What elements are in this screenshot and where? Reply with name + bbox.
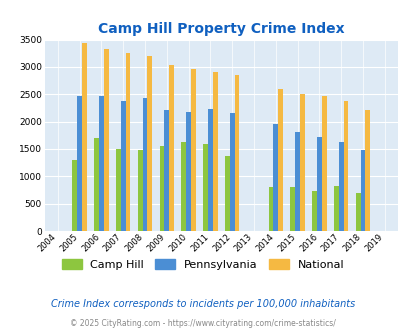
Bar (120, 101, 125, 231)
Bar (82, 44, 87, 231)
Bar (77, 96, 82, 231)
Legend: Camp Hill, Pennsylvania, National: Camp Hill, Pennsylvania, National (62, 259, 343, 270)
Bar (333, 186, 338, 231)
Bar (104, 49, 108, 231)
Bar (294, 132, 299, 231)
Bar (321, 96, 326, 231)
Bar (224, 155, 229, 231)
Bar (186, 112, 190, 231)
Bar (316, 137, 321, 231)
Bar (142, 98, 147, 231)
Bar (277, 89, 282, 231)
Bar (273, 124, 277, 231)
Title: Camp Hill Property Crime Index: Camp Hill Property Crime Index (98, 22, 344, 36)
Bar (311, 191, 316, 231)
Bar (229, 113, 234, 231)
Bar (147, 56, 152, 231)
Bar (125, 53, 130, 231)
Bar (338, 142, 343, 231)
Bar (364, 110, 369, 231)
Bar (268, 187, 273, 231)
Bar (94, 138, 99, 231)
Bar (290, 187, 294, 231)
Bar (190, 69, 195, 231)
Bar (137, 149, 142, 231)
Bar (299, 94, 304, 231)
Bar (159, 146, 164, 231)
Bar (343, 101, 347, 231)
Bar (234, 75, 239, 231)
Bar (99, 96, 104, 231)
Bar (212, 72, 217, 231)
Text: © 2025 CityRating.com - https://www.cityrating.com/crime-statistics/: © 2025 CityRating.com - https://www.city… (70, 319, 335, 328)
Bar (355, 193, 360, 231)
Bar (116, 149, 120, 231)
Text: Crime Index corresponds to incidents per 100,000 inhabitants: Crime Index corresponds to incidents per… (51, 299, 354, 309)
Bar (181, 142, 186, 231)
Bar (164, 110, 169, 231)
Bar (202, 144, 207, 231)
Bar (360, 149, 364, 231)
Bar (72, 160, 77, 231)
Bar (169, 65, 173, 231)
Bar (207, 109, 212, 231)
